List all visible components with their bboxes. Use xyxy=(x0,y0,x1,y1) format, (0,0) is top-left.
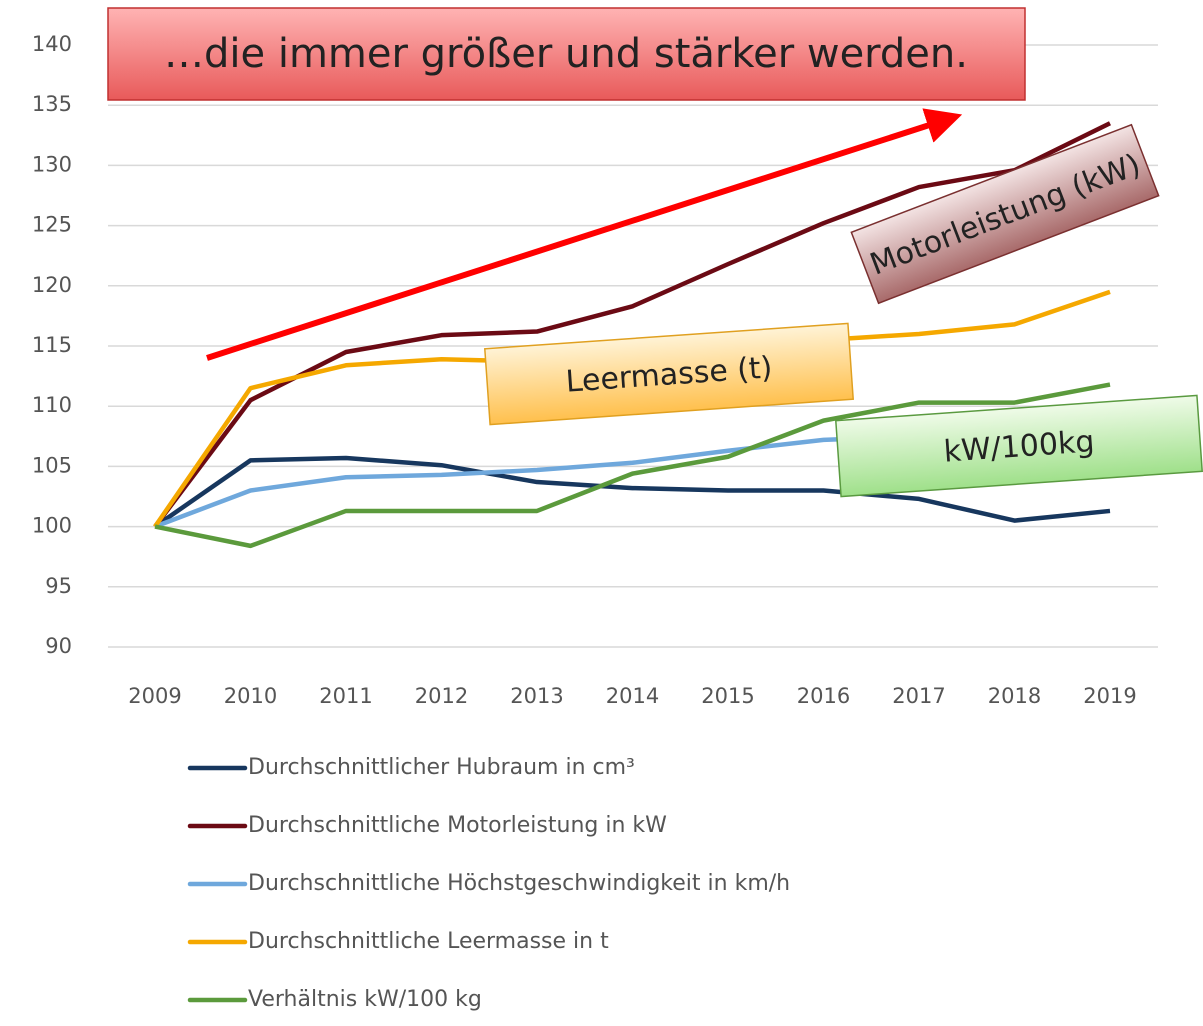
label-box xyxy=(850,123,1160,305)
series-line xyxy=(153,455,1111,529)
kw-label-box: kW/100kg xyxy=(834,394,1203,498)
y-tick-label: 140 xyxy=(32,32,72,56)
x-tick-label: 2012 xyxy=(415,684,468,708)
y-tick-label: 110 xyxy=(32,393,72,417)
leer-label-box: Leermasse (t) xyxy=(483,322,855,426)
legend-label: Durchschnittliche Leermasse in t xyxy=(248,929,609,954)
x-tick-label: 2009 xyxy=(128,684,181,708)
x-tick-label: 2019 xyxy=(1083,684,1136,708)
x-tick-label: 2016 xyxy=(797,684,850,708)
y-tick-label: 95 xyxy=(45,574,72,598)
y-tick-label: 120 xyxy=(32,273,72,297)
series-line xyxy=(153,121,1111,528)
y-tick-label: 100 xyxy=(32,514,72,538)
x-tick-label: 2014 xyxy=(606,684,659,708)
y-tick-label: 90 xyxy=(45,634,72,658)
x-tick-label: 2017 xyxy=(892,684,945,708)
y-tick-label: 130 xyxy=(32,152,72,176)
annotations: Motorleistung (kW) Leermasse (t) kW/100k… xyxy=(107,7,1203,498)
label-box xyxy=(483,322,855,426)
y-tick-label: 125 xyxy=(32,213,72,237)
y-tick-label: 135 xyxy=(32,92,72,116)
x-tick-label: 2010 xyxy=(224,684,277,708)
arrow xyxy=(206,108,963,361)
x-tick-label: 2011 xyxy=(319,684,372,708)
legend-label: Verhältnis kW/100 kg xyxy=(248,987,482,1012)
series-line xyxy=(154,382,1111,549)
legend: Durchschnittlicher Hubraum in cm³ Durchsc… xyxy=(187,755,790,1012)
legend-label: Durchschnittlicher Hubraum in cm³ xyxy=(248,755,635,780)
motor-label-box: Motorleistung (kW) xyxy=(850,123,1160,305)
y-tick-label: 115 xyxy=(32,333,72,357)
grid: 90 95 100 105 110 115 120 125 130 135 140 2009 2010 2… xyxy=(32,32,1158,708)
x-tick-label: 2013 xyxy=(510,684,563,708)
label-box xyxy=(834,394,1203,498)
x-tick-label: 2015 xyxy=(701,684,754,708)
chart-title: …die immer größer und stärker werden. xyxy=(164,31,968,77)
title-box xyxy=(107,7,1026,101)
legend-label: Durchschnittliche Motorleistung in kW xyxy=(248,813,667,838)
y-tick-label: 105 xyxy=(32,453,72,477)
x-tick-label: 2018 xyxy=(988,684,1041,708)
legend-label: Durchschnittliche Höchstgeschwindigkeit … xyxy=(248,871,790,896)
